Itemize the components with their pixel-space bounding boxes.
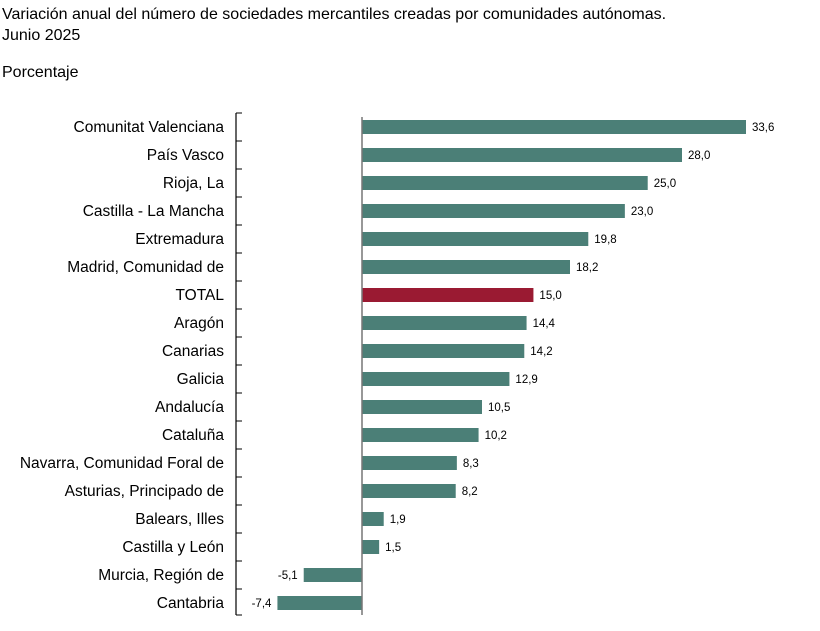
title-line: Variación anual del número de sociedades… [2, 6, 667, 23]
bar [362, 204, 625, 218]
data-label: -7,4 [252, 598, 272, 610]
data-label: 10,5 [488, 402, 510, 414]
bar [362, 540, 380, 554]
bar [362, 428, 479, 442]
data-label: 14,4 [533, 318, 556, 330]
data-label: 14,2 [530, 346, 552, 358]
bar [362, 316, 527, 330]
category-label: Asturias, Principado de [65, 483, 224, 500]
data-label: 28,0 [688, 150, 710, 162]
category-label: Castilla - La Mancha [83, 203, 225, 220]
category-label: Galicia [177, 371, 225, 388]
category-label: Aragón [174, 315, 224, 332]
bar [362, 400, 482, 414]
data-label: 19,8 [594, 234, 616, 246]
category-label: Madrid, Comunidad de [67, 259, 224, 276]
data-label: 8,2 [462, 486, 478, 498]
data-label: 15,0 [539, 290, 561, 302]
data-label: -5,1 [278, 570, 298, 582]
data-label: 1,9 [390, 514, 406, 526]
data-label: 10,2 [485, 430, 507, 442]
category-label: Murcia, Región de [98, 567, 224, 584]
category-label: Andalucía [155, 399, 224, 416]
data-label: 33,6 [752, 122, 774, 134]
bar [362, 232, 589, 246]
data-label: 18,2 [576, 262, 598, 274]
bar [362, 484, 456, 498]
data-label: 1,5 [385, 542, 401, 554]
bar [362, 120, 746, 134]
category-label: Cataluña [162, 427, 224, 444]
data-label: 12,9 [515, 374, 537, 386]
bar [277, 596, 362, 610]
category-label: Extremadura [135, 231, 224, 248]
category-label: Cantabria [157, 595, 225, 612]
category-label: Comunitat Valenciana [74, 119, 225, 136]
bar [362, 260, 570, 274]
unit-label: Porcentaje [2, 64, 79, 81]
bar [362, 288, 534, 302]
category-label: TOTAL [175, 287, 224, 304]
category-label: País Vasco [147, 147, 224, 164]
bar [362, 148, 682, 162]
category-label: Canarias [162, 343, 224, 360]
category-label: Navarra, Comunidad Foral de [20, 455, 224, 472]
bar [362, 512, 384, 526]
subtitle-line: Junio 2025 [2, 27, 81, 44]
bar [362, 456, 457, 470]
category-label: Rioja, La [163, 175, 225, 192]
category-label: Balears, Illes [135, 511, 224, 528]
data-label: 23,0 [631, 206, 653, 218]
chart-title: Variación anual del número de sociedades… [2, 4, 666, 46]
category-label: Castilla y León [122, 539, 224, 556]
bar [362, 344, 525, 358]
bar [362, 372, 510, 386]
bar [303, 568, 362, 582]
bar [362, 176, 648, 190]
data-label: 25,0 [654, 178, 676, 190]
data-label: 8,3 [463, 458, 479, 470]
